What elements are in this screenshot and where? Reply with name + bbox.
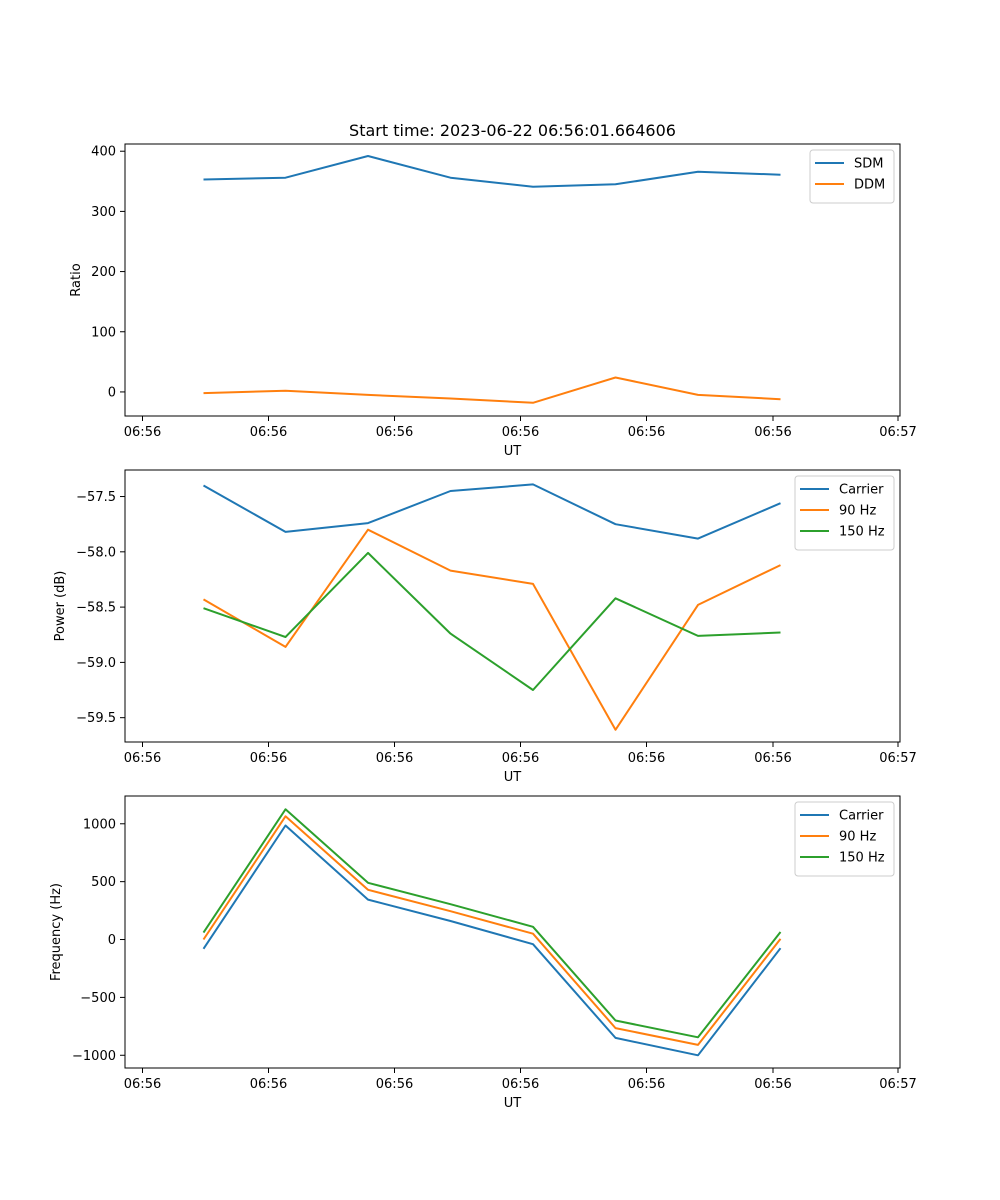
legend-label-150-hz: 150 Hz — [839, 525, 885, 540]
panels: 06:56 06:56 06:56 06:56 06:56 06:56 06:57 0 100 2… — [49, 143, 917, 1111]
legend-label-150-hz: 150 Hz — [839, 851, 885, 866]
legend-label-90-hz: 90 Hz — [839, 504, 876, 519]
series-line-sdm — [203, 155, 781, 188]
series-line-150-hz — [202, 808, 782, 1039]
x-tick-label: 06:56 — [754, 425, 791, 440]
x-tick-label: 06:56 — [502, 1077, 539, 1092]
x-tick-label: 06:56 — [376, 1077, 413, 1092]
x-tick-label: 06:56 — [502, 425, 539, 440]
y-tick-label: −58.5 — [76, 601, 116, 616]
chart-panel-3: 06:56 06:56 06:56 06:56 06:56 06:56 06:57 1000 5… — [49, 795, 917, 1111]
y-tick-label: 500 — [91, 875, 116, 890]
y-tick-label: −1000 — [72, 1049, 116, 1064]
plot-area — [124, 469, 901, 743]
y-tick-label: 400 — [91, 145, 116, 160]
plot-area — [124, 143, 901, 417]
y-tick-label: 0 — [108, 933, 116, 948]
legend: SDM DDM — [809, 149, 895, 204]
series-line-ddm — [203, 376, 781, 404]
x-tick-label: 06:56 — [628, 425, 665, 440]
y-axis-label: Ratio — [69, 263, 84, 296]
x-tick-label: 06:56 — [628, 1077, 665, 1092]
x-tick-label: 06:57 — [879, 1077, 916, 1092]
legend-label-carrier: Carrier — [839, 483, 884, 498]
x-tick-label: 06:56 — [124, 1077, 161, 1092]
x-tick-label: 06:56 — [124, 425, 161, 440]
figure-title: Start time: 2023-06-22 06:56:01.664606 — [349, 121, 676, 140]
x-axis-label: UT — [504, 770, 522, 785]
x-tick-label: 06:56 — [754, 1077, 791, 1092]
series-line-90-hz — [202, 815, 782, 1046]
x-tick-label: 06:56 — [754, 751, 791, 766]
legend: Carrier 90 Hz 150 Hz — [794, 475, 895, 551]
y-tick-label: 200 — [91, 265, 116, 280]
y-tick-label: −500 — [80, 991, 116, 1006]
series-line-90-hz — [202, 528, 781, 731]
x-tick-label: 06:57 — [879, 751, 916, 766]
y-axis-label: Frequency (Hz) — [49, 883, 64, 981]
x-tick-label: 06:56 — [124, 751, 161, 766]
x-tick-label: 06:56 — [502, 751, 539, 766]
y-tick-label: 300 — [91, 205, 116, 220]
legend-label-90-hz: 90 Hz — [839, 830, 876, 845]
legend-label-carrier: Carrier — [839, 809, 884, 824]
y-tick-label: 1000 — [83, 817, 116, 832]
x-tick-label: 06:56 — [250, 425, 287, 440]
legend-label-sdm: SDM — [854, 157, 883, 172]
chart-panel-2: 06:56 06:56 06:56 06:56 06:56 06:56 06:57 −57.5… — [53, 469, 917, 785]
y-tick-label: −58.0 — [76, 545, 116, 560]
chart-panel-1: 06:56 06:56 06:56 06:56 06:56 06:56 06:57 0 100 2… — [69, 143, 917, 459]
x-tick-label: 06:56 — [628, 751, 665, 766]
x-tick-label: 06:56 — [376, 425, 413, 440]
legend: Carrier 90 Hz 150 Hz — [794, 801, 895, 877]
x-tick-label: 06:57 — [879, 425, 916, 440]
legend-label-ddm: DDM — [854, 178, 885, 193]
x-tick-label: 06:56 — [250, 1077, 287, 1092]
x-axis-label: UT — [504, 1096, 522, 1111]
plot-area — [124, 795, 901, 1069]
x-tick-label: 06:56 — [376, 751, 413, 766]
y-tick-label: 0 — [108, 385, 116, 400]
y-tick-label: −59.5 — [76, 711, 116, 726]
y-tick-label: −59.0 — [76, 656, 116, 671]
y-axis-label: Power (dB) — [53, 571, 68, 642]
series-line-carrier — [203, 483, 781, 540]
x-tick-label: 06:56 — [250, 751, 287, 766]
x-axis-label: UT — [504, 444, 522, 459]
y-tick-label: 100 — [91, 325, 116, 340]
series-line-carrier — [202, 824, 782, 1057]
y-tick-label: −57.5 — [76, 490, 116, 505]
series-line-150-hz — [203, 551, 781, 691]
